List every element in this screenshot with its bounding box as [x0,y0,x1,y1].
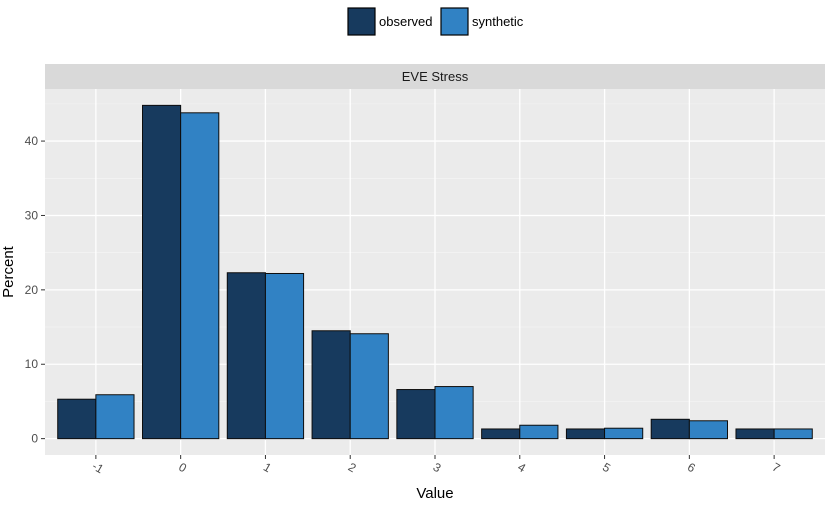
x-axis: -1 0 1 2 3 4 5 6 7 [90,455,783,476]
bar-synthetic-3 [434,386,474,440]
bar-observed-1 [226,272,266,440]
bar-synthetic-6 [688,420,729,440]
bars [57,104,813,440]
y-axis-title: Percent [0,245,17,298]
x-tick-label: 4 [515,460,528,476]
x-tick-label: 0 [176,460,189,476]
bar-synthetic-7 [773,428,813,440]
y-tick-label: 40 [25,134,39,148]
bar-synthetic-4 [519,424,559,440]
legend-key-observed [347,7,376,36]
x-tick-label: 1 [261,460,274,476]
bar-observed--1 [57,398,97,440]
y-tick-label: 20 [25,283,39,297]
legend: observed synthetic [347,7,524,36]
facet-title: EVE Stress [402,69,469,84]
bar-observed-6 [650,418,690,440]
bar-observed-5 [565,428,606,440]
x-tick-label: 2 [346,460,359,476]
bar-synthetic-2 [349,333,389,440]
x-axis-title: Value [416,485,453,502]
x-tick-label: 6 [685,460,698,476]
bar-observed-3 [396,389,436,440]
bar-observed-7 [735,428,775,440]
x-tick-label: -1 [90,459,107,477]
legend-label-synthetic: synthetic [472,14,524,29]
bar-synthetic-5 [604,427,644,440]
bar-synthetic--1 [95,394,135,440]
bar-observed-2 [311,330,351,440]
y-axis: 0 10 20 30 40 [25,134,45,446]
legend-key-synthetic [440,7,469,36]
y-tick-label: 30 [25,208,39,222]
bar-observed-4 [481,428,521,440]
x-tick-label: 5 [600,460,613,476]
bar-observed-0 [142,104,182,440]
legend-label-observed: observed [379,14,432,29]
x-tick-label: 3 [431,460,444,476]
bar-synthetic-1 [264,272,305,440]
x-tick-label: 7 [770,460,783,476]
y-tick-label: 10 [25,357,39,371]
facet-strip [45,64,825,89]
bar-synthetic-0 [180,112,220,440]
y-tick-label: 0 [31,432,38,446]
